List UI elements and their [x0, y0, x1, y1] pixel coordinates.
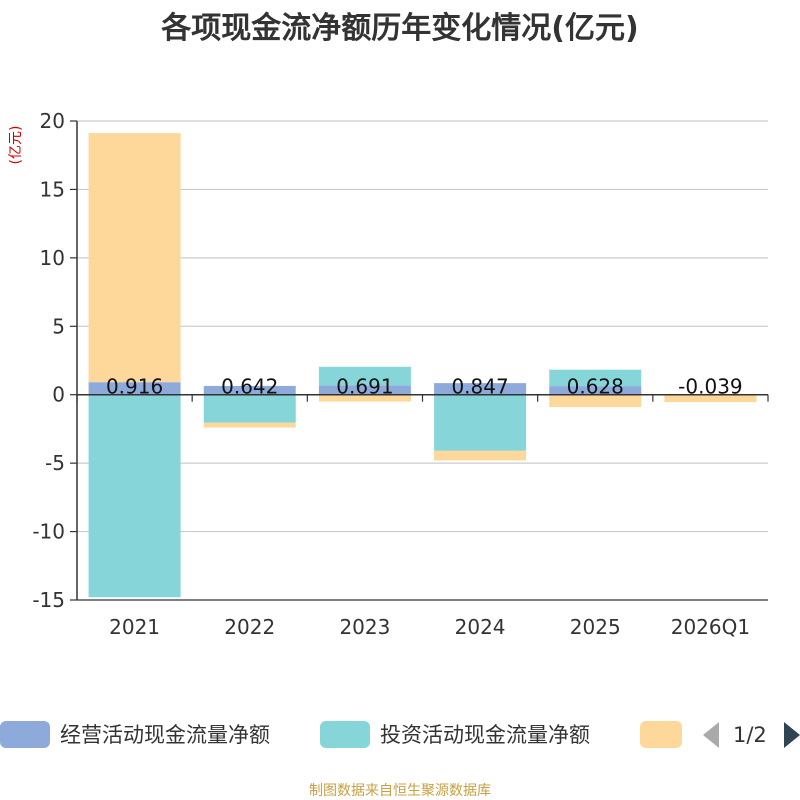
- legend-swatch-financing: [640, 721, 682, 748]
- legend-swatch-operating: [0, 721, 50, 748]
- data-label-2024: 0.847: [451, 375, 508, 399]
- bar-series2-2021[interactable]: [88, 133, 181, 383]
- bar-series0-2021[interactable]: [88, 382, 181, 395]
- bars: [88, 133, 757, 598]
- bar-series1-2023[interactable]: [318, 366, 411, 386]
- bar-series2-2022[interactable]: [203, 422, 296, 428]
- bar-series1-2024[interactable]: [434, 394, 527, 451]
- legend-label-operating: 经营活动现金流量净额: [60, 723, 270, 747]
- x-tick-label: 2021: [109, 615, 160, 639]
- data-label-2023: 0.691: [336, 375, 393, 399]
- bar-series2-2023[interactable]: [318, 394, 411, 402]
- bar-series0-2025[interactable]: [549, 386, 642, 395]
- bar-series1-2021[interactable]: [88, 394, 181, 598]
- bar-series2-2026Q1[interactable]: [664, 395, 757, 403]
- y-tick-label: -5: [45, 451, 65, 475]
- y-tick-label: -10: [32, 520, 65, 544]
- x-tick-label: 2022: [224, 615, 275, 639]
- x-tick-label: 2025: [570, 615, 621, 639]
- y-tick-label: 20: [40, 109, 65, 133]
- y-tick-label: 10: [40, 246, 65, 270]
- x-tick-label: 2024: [455, 615, 506, 639]
- source-footer: 制图数据来自恒生聚源数据库: [309, 783, 491, 799]
- bar-series0-2022[interactable]: [203, 385, 296, 395]
- data-label-2026Q1: -0.039: [678, 375, 742, 399]
- legend-swatch-investing: [320, 721, 370, 748]
- gridlines: [77, 120, 768, 533]
- data-label-2021: 0.916: [106, 375, 163, 399]
- legend-item-investing[interactable]: 投资活动现金流量净额: [320, 721, 590, 748]
- y-tick-label: 0: [52, 383, 65, 407]
- bar-series1-2022[interactable]: [203, 394, 296, 423]
- legend-next-page-icon[interactable]: [784, 722, 800, 748]
- x-tick-label: 2026Q1: [671, 615, 750, 639]
- legend-item-operating[interactable]: 经营活动现金流量净额: [0, 721, 270, 748]
- y-tick-label: 15: [40, 177, 65, 201]
- legend-label-investing: 投资活动现金流量净额: [380, 723, 590, 747]
- bar-series2-2025[interactable]: [549, 394, 642, 408]
- bar-series1-2025[interactable]: [549, 369, 642, 387]
- data-labels: 0.916 0.642 0.691 0.847 0.628 -0.039: [106, 375, 743, 399]
- legend-page-indicator: 1/2: [733, 723, 767, 747]
- axes: 20 15 10 5 0 -5 -10 -15 2021 2022 2023 2024 2025 2026…: [32, 109, 769, 639]
- y-tick-label: 5: [52, 314, 65, 338]
- data-label-2025: 0.628: [567, 375, 624, 399]
- bar-series0-2023[interactable]: [318, 385, 411, 395]
- y-axis-unit: (亿元): [8, 126, 24, 165]
- bar-series2-2024[interactable]: [434, 450, 527, 461]
- legend: 经营活动现金流量净额 投资活动现金流量净额 1/2: [0, 721, 800, 748]
- y-tick-label: -15: [32, 588, 65, 612]
- x-tick-label: 2023: [339, 615, 390, 639]
- data-label-2022: 0.642: [221, 375, 278, 399]
- bar-series0-2024[interactable]: [434, 383, 527, 395]
- legend-item-financing[interactable]: [640, 721, 682, 748]
- chart-title: 各项现金流净额历年变化情况(亿元): [160, 11, 638, 46]
- legend-prev-page-icon[interactable]: [703, 722, 719, 748]
